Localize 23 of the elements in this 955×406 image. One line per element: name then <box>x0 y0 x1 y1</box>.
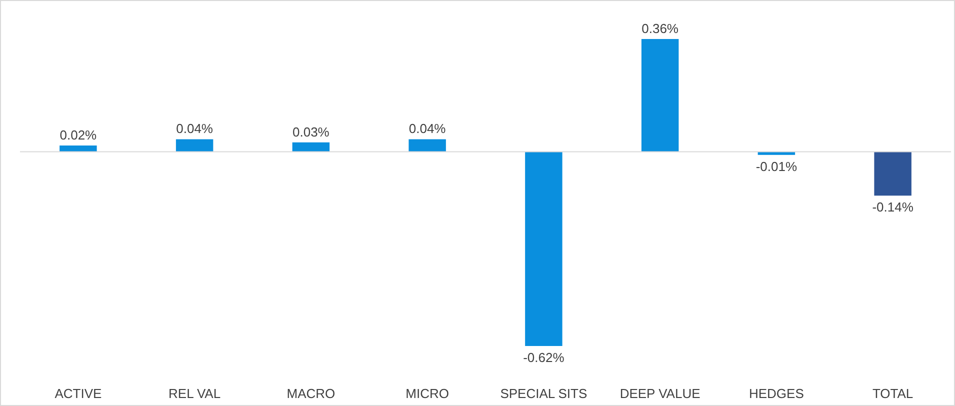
x-tick-label: TOTAL <box>872 386 914 401</box>
data-label: -0.01% <box>756 158 798 174</box>
x-tick-label: SPECIAL SITS <box>500 386 588 401</box>
x-tick-label: HEDGES <box>748 386 804 401</box>
data-label: 0.03% <box>292 124 330 140</box>
bar <box>874 152 912 196</box>
data-label: -0.62% <box>523 350 565 365</box>
x-tick-label: ACTIVE <box>54 386 102 401</box>
bar <box>60 146 97 152</box>
x-tick-label: DEEP VALUE <box>620 386 701 401</box>
data-label: 0.04% <box>176 121 214 136</box>
data-label: -0.14% <box>872 200 914 215</box>
bar <box>641 39 679 152</box>
x-tick-label: MACRO <box>286 386 336 401</box>
bar <box>408 139 446 152</box>
data-label: 0.04% <box>408 121 446 136</box>
data-label: 0.02% <box>60 128 98 143</box>
bar <box>525 152 562 346</box>
bar <box>176 139 214 152</box>
data-label: 0.36% <box>642 21 679 36</box>
bar <box>292 142 330 152</box>
x-tick-label: REL VAL <box>168 386 221 401</box>
x-tick-label: MICRO <box>406 386 449 401</box>
